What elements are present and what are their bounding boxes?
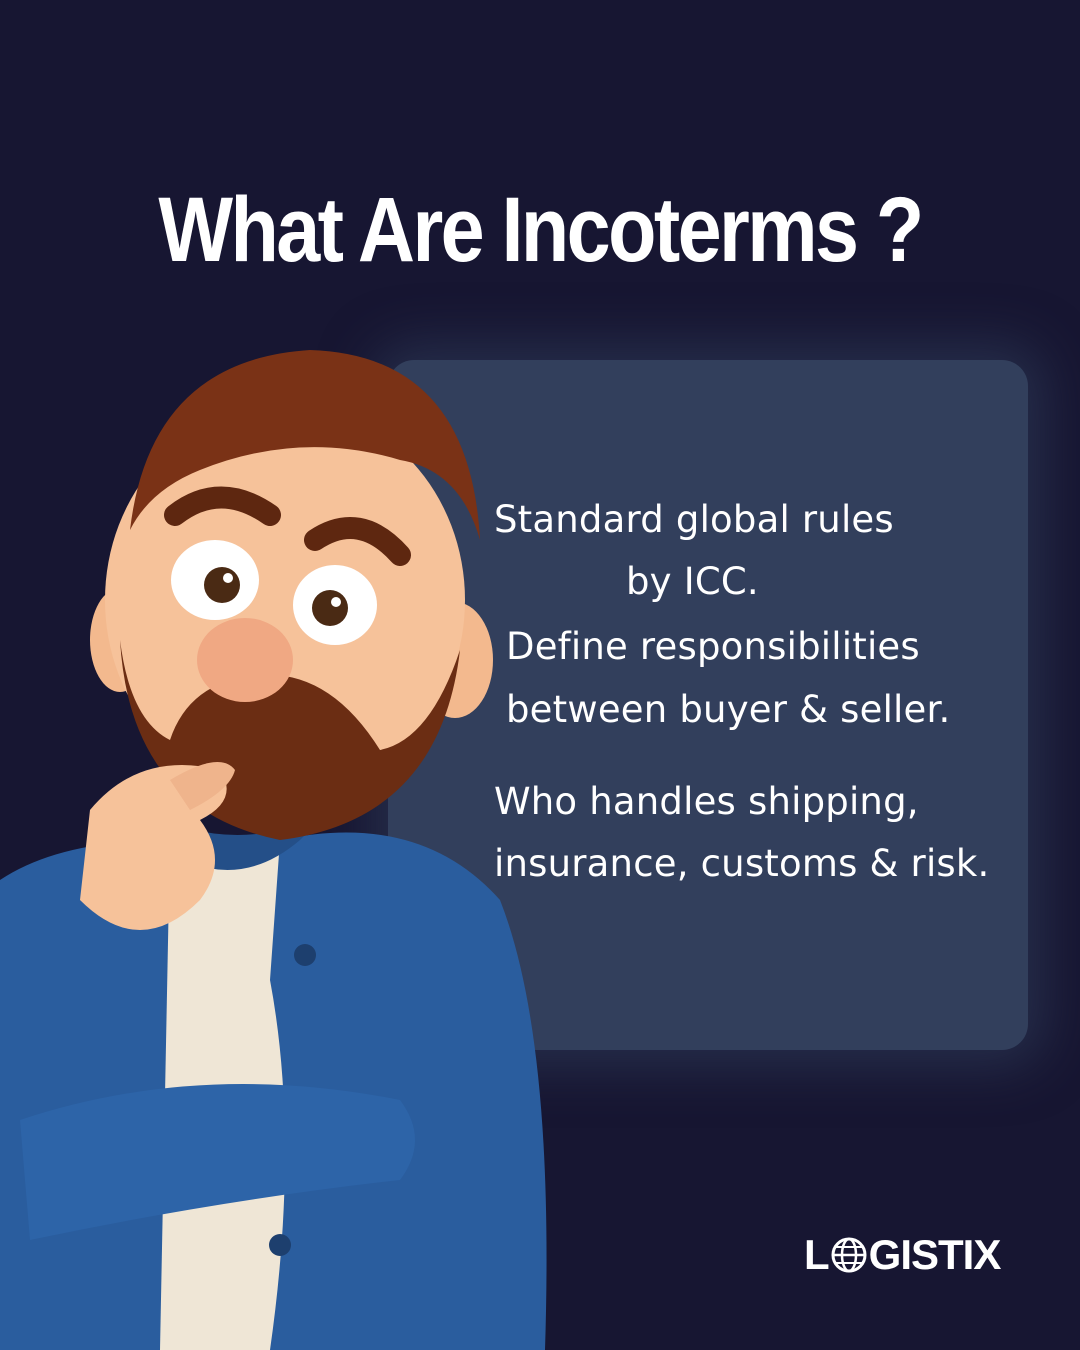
info-line: by ICC. xyxy=(626,560,759,603)
info-line: Define responsibilities xyxy=(506,625,920,668)
page-title: What Are Incoterms ? xyxy=(158,179,924,281)
globe-icon xyxy=(831,1237,867,1273)
info-line: insurance, customs & risk. xyxy=(494,842,990,885)
info-line: Standard global rules xyxy=(494,498,894,541)
thinking-man-illustration xyxy=(0,350,547,1350)
logo-text-suffix: GISTIX xyxy=(868,1231,1002,1278)
logistix-logo: L GISTIX xyxy=(804,1231,1002,1278)
logo-text-prefix: L xyxy=(804,1231,830,1278)
info-line: between buyer & seller. xyxy=(506,688,951,731)
info-line: Who handles shipping, xyxy=(494,780,919,823)
